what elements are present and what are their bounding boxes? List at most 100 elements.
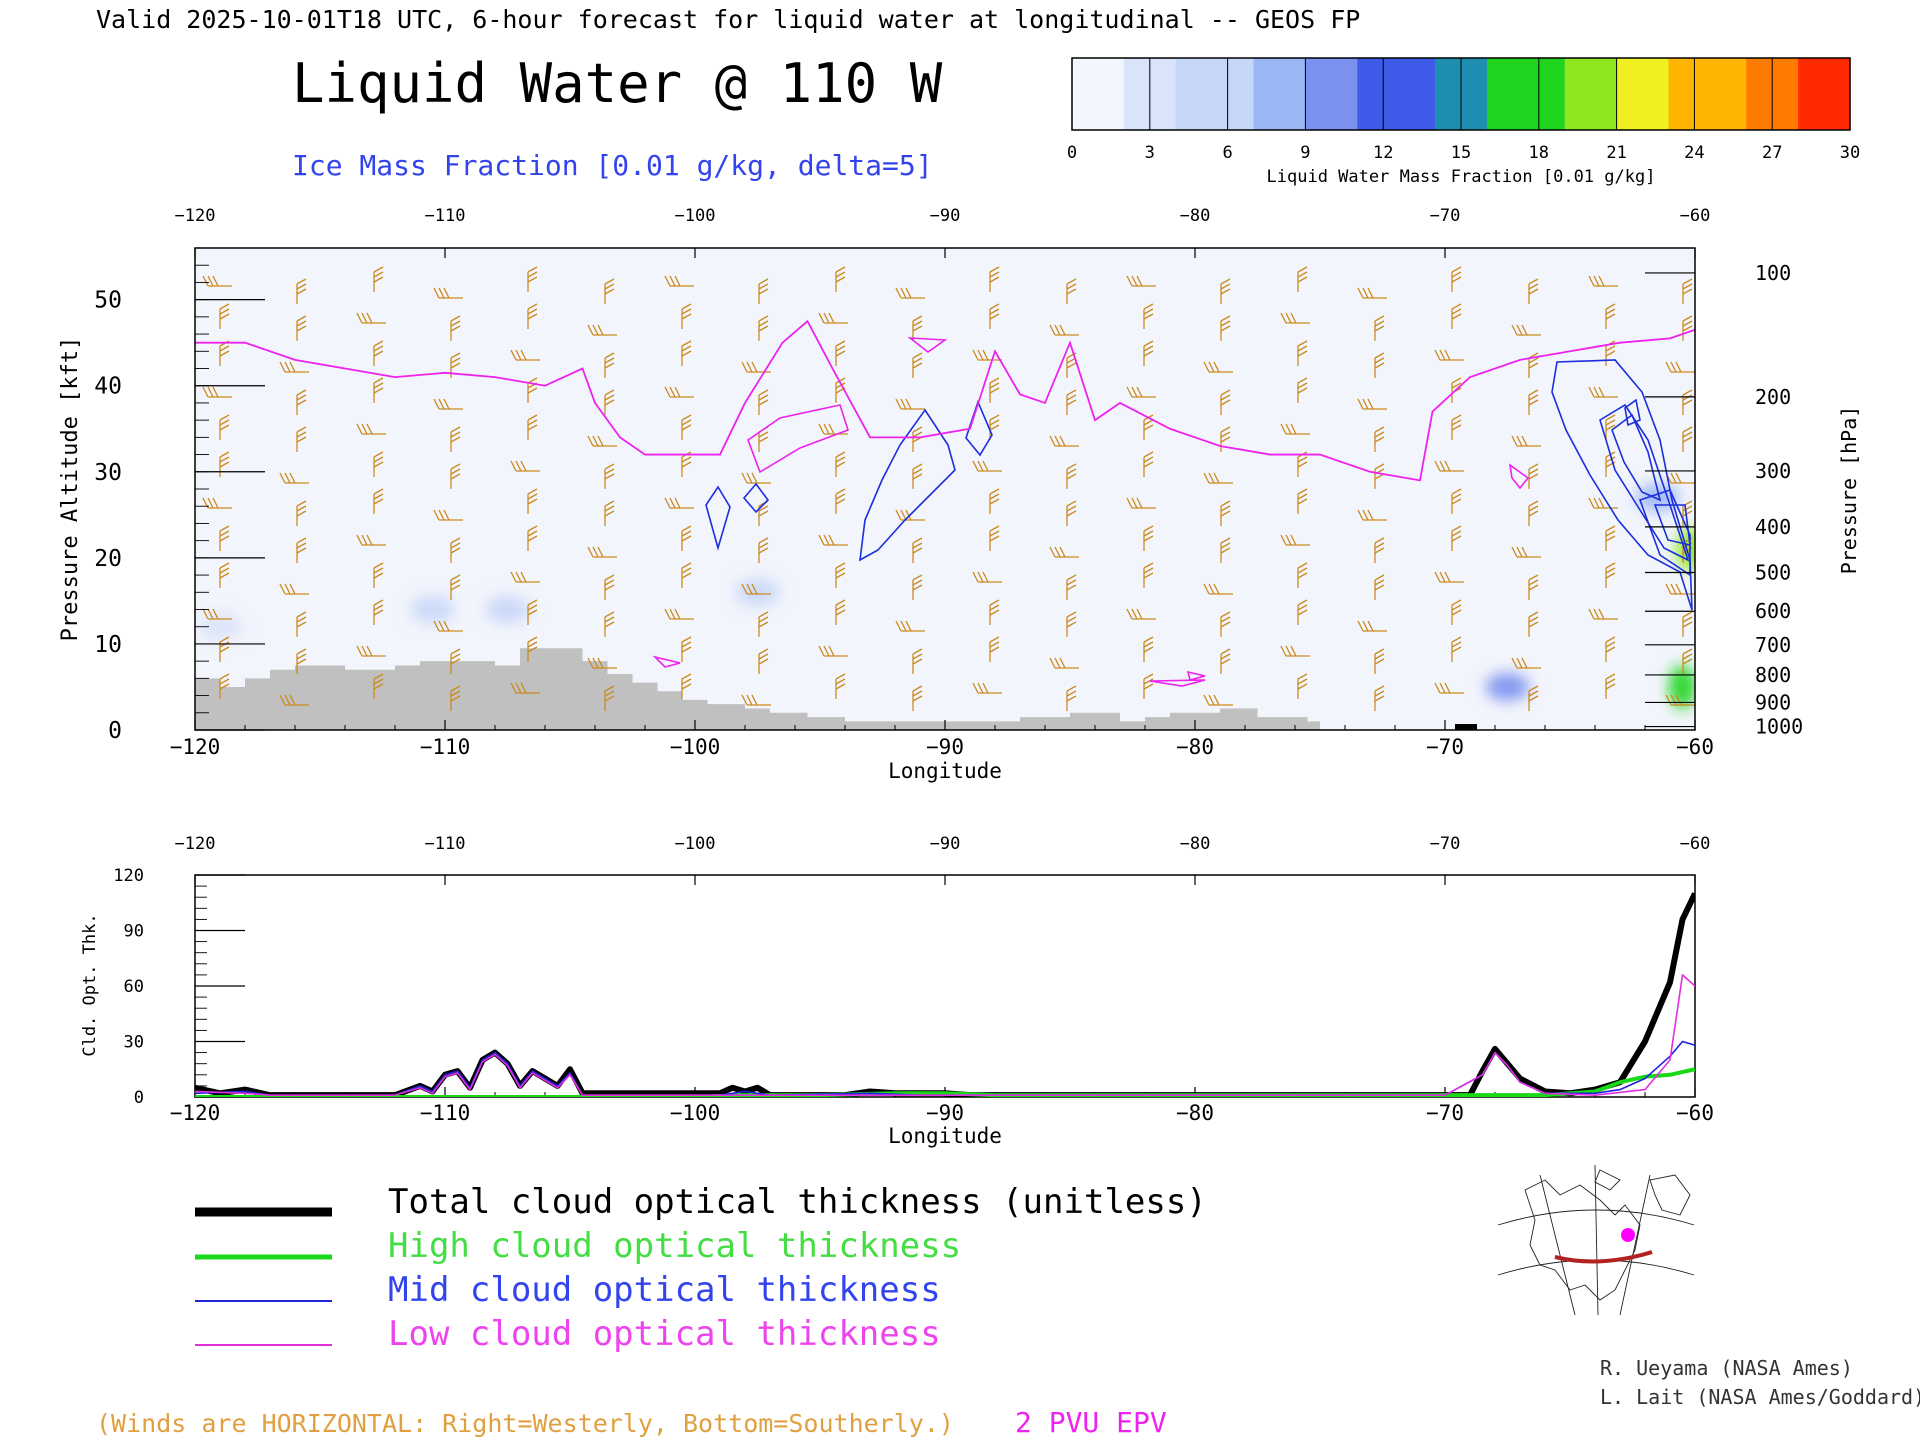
wind-barb-flag	[1367, 620, 1374, 632]
wind-barb	[1682, 648, 1693, 674]
wind-barb-flag	[989, 377, 1000, 384]
wind-barb-flag	[1136, 386, 1143, 398]
wind-barb-flag	[1220, 658, 1231, 665]
wind-barb-flag	[284, 472, 291, 484]
wind-barb-flag	[681, 414, 692, 421]
wind-barb-flag	[279, 694, 286, 706]
wind-barb-flag	[1357, 509, 1364, 521]
wind-barb-flag	[1143, 451, 1154, 458]
y-tick-label: 20	[94, 546, 122, 572]
wind-barb	[1374, 426, 1385, 452]
wind-barb-flag	[828, 312, 835, 324]
wind-barb-flag	[1682, 325, 1693, 332]
wind-barb-flag	[1143, 683, 1154, 690]
wind-barb	[604, 463, 615, 489]
colorbar-cell	[1357, 58, 1384, 130]
wind-barb	[989, 636, 1000, 662]
wind-barb-flag	[664, 275, 671, 287]
wind-barb-flag	[982, 682, 989, 694]
wind-barb-flag	[279, 472, 286, 484]
wind-barb-flag	[1066, 621, 1077, 628]
wind-barb-flag	[296, 648, 307, 655]
wind-barb-flag	[1528, 389, 1539, 396]
wind-barb-flag	[989, 266, 1000, 273]
wind-barb-flag	[1297, 609, 1308, 616]
wind-barb-flag	[1374, 431, 1385, 438]
wind-barb-flag	[527, 641, 538, 648]
wind-barb-flag	[1054, 435, 1061, 447]
wind-barb-flag	[604, 283, 615, 290]
wind-barb-flag	[989, 525, 1000, 532]
valid-line: Valid 2025-10-01T18 UTC, 6-hour forecast…	[96, 5, 1360, 34]
wind-barb-flag	[597, 657, 604, 669]
wind-barb-flag	[1136, 497, 1143, 509]
wind-barb-flag	[356, 423, 363, 435]
wind-barb-flag	[758, 505, 769, 512]
wind-barb-flag	[674, 497, 681, 509]
wind-barb-flag	[1143, 535, 1154, 542]
wind-barb-flag	[912, 352, 923, 359]
colorbar-cell	[1201, 58, 1229, 130]
wind-barb-flag	[1066, 278, 1077, 285]
wind-barb-flag	[1280, 312, 1287, 324]
wind-barb	[604, 611, 615, 637]
wind-barb-flag	[1528, 399, 1539, 406]
wind-barb-flag	[1682, 648, 1693, 655]
wind-barb	[587, 546, 617, 558]
colorbar-cell	[1123, 58, 1151, 130]
wind-barb-flag	[527, 414, 538, 421]
wind-barb-flag	[356, 645, 363, 657]
wind-barb-flag	[1665, 361, 1672, 373]
wind-barb-flag	[1665, 694, 1672, 706]
wind-barb-flag	[1374, 320, 1385, 327]
colorbar-cell	[1668, 58, 1695, 130]
wind-barb-flag	[433, 509, 440, 521]
wind-barb-flag	[1605, 308, 1616, 315]
wind-barb	[758, 648, 769, 674]
wind-barb-flag	[1054, 324, 1061, 336]
wind-barb-flag	[1297, 266, 1308, 273]
wind-barb-flag	[296, 658, 307, 665]
wind-barb-flag	[1528, 463, 1539, 470]
wind-barb	[1588, 386, 1618, 398]
wind-barb-flag	[758, 431, 769, 438]
wind-barb-flag	[1213, 583, 1220, 595]
wind-barb-flag	[1220, 431, 1231, 438]
wind-barb-flag	[1220, 436, 1231, 443]
wind-barb	[1451, 488, 1462, 514]
wind-barb-flag	[1297, 567, 1308, 574]
wind-barb	[356, 423, 386, 435]
wind-barb	[972, 460, 1002, 472]
wind-barb-flag	[219, 678, 230, 685]
wind-barb-flag	[895, 287, 902, 299]
wind-barb	[1605, 414, 1616, 440]
colorbar-tick-label: 9	[1300, 143, 1310, 163]
wind-barb	[1143, 525, 1154, 551]
wind-barb-flag	[674, 386, 681, 398]
wind-barb-flag	[1131, 497, 1138, 509]
wind-barb-flag	[835, 345, 846, 352]
wind-barb-flag	[1220, 394, 1231, 401]
wind-barb-flag	[835, 266, 846, 273]
wind-barb-flag	[1451, 313, 1462, 320]
wind-barb	[1297, 340, 1308, 366]
wind-barb-flag	[758, 653, 769, 660]
wind-barb-flag	[1598, 608, 1605, 620]
wind-barb	[895, 620, 925, 632]
wind-barb	[1451, 636, 1462, 662]
wind-barb-flag	[296, 616, 307, 623]
colorbar-tick-label: 18	[1529, 143, 1549, 163]
wind-barb-flag	[296, 389, 307, 396]
wind-barb-flag	[1066, 394, 1077, 401]
colorbar-cell	[1175, 58, 1203, 130]
wind-barb-flag	[592, 324, 599, 336]
wind-barb-flag	[681, 567, 692, 574]
wind-barb	[1220, 648, 1231, 674]
colorbar-cell	[1227, 58, 1255, 130]
wind-barb-flag	[1451, 271, 1462, 278]
wind-barb-flag	[510, 460, 517, 472]
wind-barb	[1682, 315, 1693, 341]
wind-barb	[758, 500, 769, 526]
wind-barb	[1451, 599, 1462, 625]
